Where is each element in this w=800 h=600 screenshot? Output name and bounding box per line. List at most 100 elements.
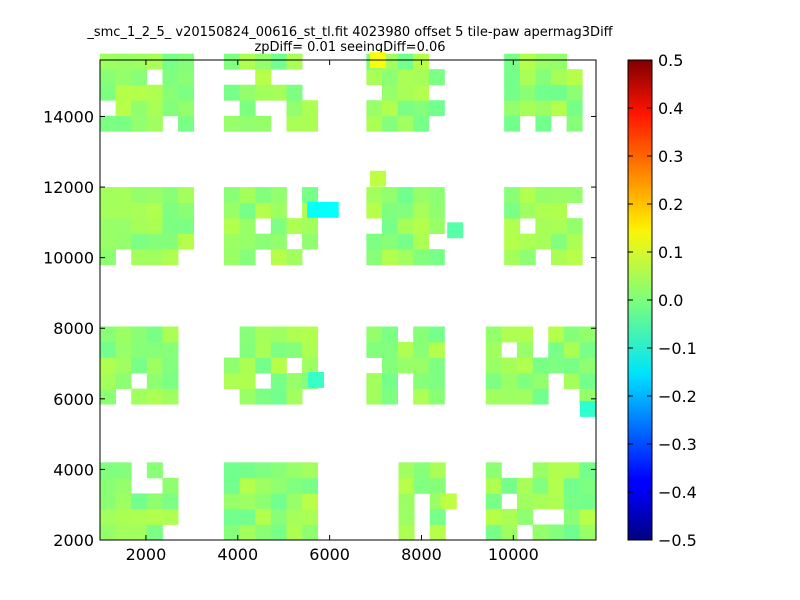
heatmap-cell — [381, 233, 398, 250]
heatmap-cell — [239, 508, 256, 525]
heatmap-cell — [397, 202, 414, 219]
heatmap-cell — [322, 201, 339, 218]
y-tick-label: 10000 — [43, 249, 94, 268]
heatmap-cell — [146, 388, 163, 405]
heatmap-cell — [519, 53, 536, 70]
heatmap-cell — [115, 462, 132, 479]
heatmap-cell — [517, 508, 534, 525]
heatmap-cell — [517, 477, 534, 494]
heatmap-cell — [579, 477, 596, 494]
heatmap-cell — [255, 493, 272, 510]
heatmap-cell — [501, 373, 518, 389]
heatmap-cell — [146, 218, 163, 235]
heatmap-cell — [224, 462, 241, 479]
heatmap-cell — [397, 69, 414, 86]
heatmap-cell — [146, 202, 163, 219]
heatmap-cell — [501, 524, 518, 541]
heatmap-cell — [302, 493, 319, 510]
heatmap-cell — [270, 477, 287, 494]
heatmap-cell — [504, 233, 521, 250]
heatmap-cell — [397, 357, 414, 374]
heatmap-cell — [397, 249, 414, 266]
heatmap-cell — [131, 53, 148, 70]
heatmap-cell — [413, 373, 430, 389]
heatmap-cell — [579, 342, 596, 358]
heatmap-cell — [162, 508, 179, 525]
heatmap-cell — [519, 233, 536, 250]
heatmap-cell — [414, 477, 431, 494]
heatmap-cell — [397, 100, 414, 117]
heatmap-cell — [535, 202, 552, 219]
heatmap-cell — [579, 493, 596, 510]
heatmap-cell — [366, 115, 383, 132]
heatmap-cell — [162, 100, 179, 117]
heatmap-cell — [413, 233, 430, 250]
heatmap-cell — [100, 218, 117, 235]
heatmap-cell — [100, 477, 117, 494]
heatmap-cell — [239, 84, 256, 101]
heatmap-cell — [131, 218, 148, 235]
heatmap-cell — [115, 524, 132, 541]
heatmap-cell — [100, 342, 117, 358]
heatmap-cell — [115, 233, 132, 250]
heatmap-cell — [366, 373, 383, 389]
heatmap-cell — [397, 115, 414, 132]
heatmap-cell — [224, 115, 241, 132]
heatmap-cell — [428, 218, 445, 235]
heatmap-cell — [178, 218, 195, 235]
heatmap-cell — [366, 69, 383, 86]
heatmap-cell — [239, 187, 256, 203]
heatmap-cell — [146, 357, 163, 374]
heatmap-cell — [579, 508, 596, 525]
heatmap-cell — [485, 508, 502, 525]
heatmap-cell — [178, 202, 195, 219]
heatmap-cell — [519, 69, 536, 86]
heatmap-cell — [115, 357, 132, 374]
heatmap-cell — [255, 524, 272, 541]
heatmap-cell — [519, 100, 536, 117]
heatmap-cell — [381, 84, 398, 101]
heatmap-cell — [146, 84, 163, 101]
heatmap-cell — [100, 493, 117, 510]
heatmap-cell — [115, 493, 132, 510]
heatmap-cell — [270, 493, 287, 510]
heatmap-cell — [131, 524, 148, 541]
heatmap-cell — [519, 202, 536, 219]
heatmap-cell — [178, 53, 195, 70]
heatmap-cell — [255, 357, 272, 374]
heatmap-cell — [131, 249, 148, 266]
heatmap-cell — [519, 84, 536, 101]
heatmap-cell — [397, 187, 414, 203]
heatmap-cell — [563, 462, 580, 479]
y-tick-label: 14000 — [43, 107, 94, 126]
heatmap-cell — [413, 218, 430, 235]
heatmap-cell — [366, 187, 383, 203]
heatmap-cell — [162, 357, 179, 374]
heatmap-cell — [532, 388, 549, 405]
heatmap-cell — [270, 233, 287, 250]
heatmap-cell — [146, 342, 163, 358]
heatmap-cell — [100, 373, 117, 389]
heatmap-cell — [504, 249, 521, 266]
heatmap-cell — [429, 524, 446, 541]
heatmap-cell — [270, 508, 287, 525]
heatmap-cell — [178, 233, 195, 250]
heatmap-cell — [381, 115, 398, 132]
heatmap-cell — [566, 233, 583, 250]
heatmap-cell — [381, 388, 398, 405]
heatmap-cell — [255, 69, 272, 86]
heatmap-cell — [302, 115, 319, 132]
heatmap-cell — [413, 388, 430, 405]
heatmap-cell — [162, 326, 179, 343]
heatmap-cell — [224, 218, 241, 235]
heatmap-cell — [504, 69, 521, 86]
heatmap-cell — [239, 326, 256, 343]
heatmap-cell — [397, 53, 414, 70]
colorbar-tick-label: 0.2 — [658, 195, 683, 214]
heatmap-cell — [239, 115, 256, 132]
heatmap-cell — [146, 53, 163, 70]
heatmap-cell — [517, 388, 534, 405]
heatmap-cell — [548, 357, 565, 374]
heatmap-cell — [115, 53, 132, 70]
heatmap-cell — [532, 477, 549, 494]
